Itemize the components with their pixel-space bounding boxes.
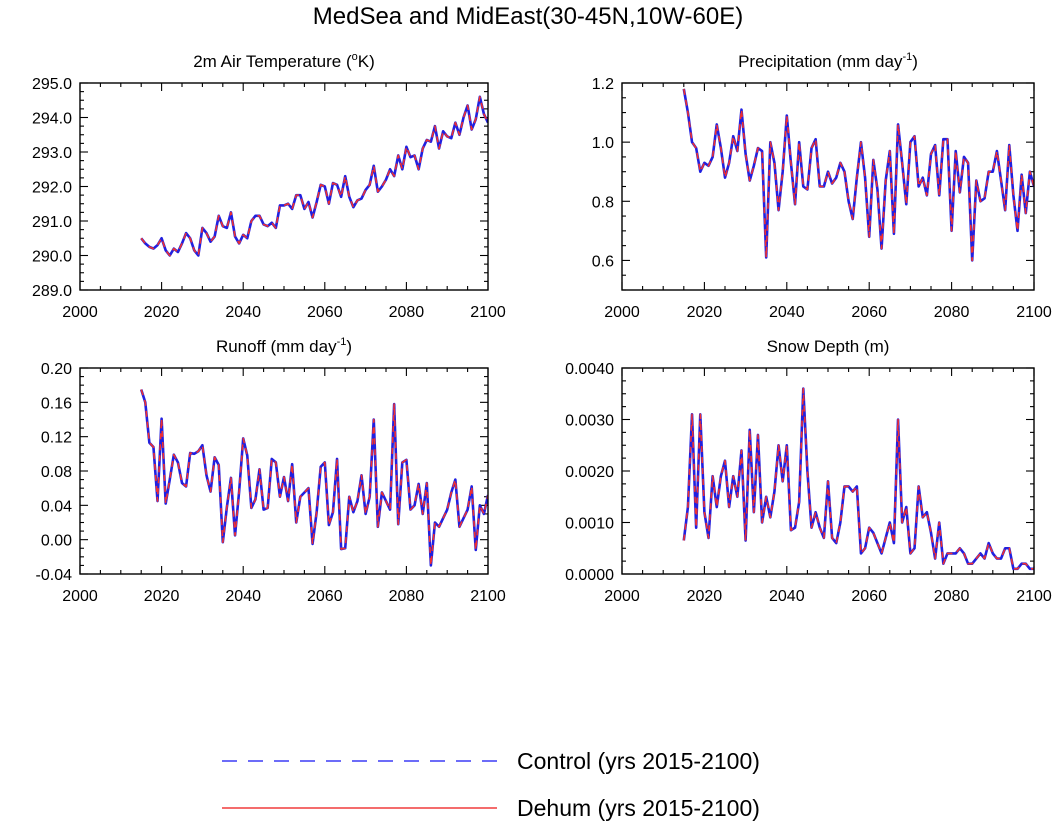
- series-line-control: [682, 88, 1034, 262]
- panel-title-text: Runoff (mm day: [216, 337, 337, 356]
- chart-panel-3: Runoff (mm day-1) 2000 2020 2040 2060 2080 210…: [36, 336, 506, 605]
- y-tick-label: 0.08: [41, 464, 72, 481]
- chart-panel-2: Precipitation (mm day-1) 2000 2020 2040 2060…: [592, 51, 1052, 321]
- plot-frame: [621, 82, 1035, 291]
- y-tick-label: 291.0: [32, 214, 72, 231]
- x-tick-label: 2100: [470, 304, 506, 321]
- panel-title: Snow Depth (m): [767, 337, 890, 356]
- x-tick-label: 2080: [934, 588, 970, 605]
- y-tick-label: 0.0010: [565, 516, 614, 533]
- x-tick-label: 2080: [934, 304, 970, 321]
- series-line-control: [139, 389, 488, 567]
- x-tick-label: 2100: [1016, 304, 1052, 321]
- y-tick-label: 0.20: [41, 361, 72, 378]
- panel-title: 2m Air Temperature (oK): [193, 51, 375, 71]
- y-tick-label: 289.0: [32, 283, 72, 300]
- panel-title-text: Snow Depth (m): [767, 337, 890, 356]
- series-line-dehum: [683, 88, 1034, 262]
- x-tick-label: 2060: [307, 588, 343, 605]
- y-tick-label: -0.04: [36, 567, 73, 584]
- x-tick-label: 2040: [225, 304, 261, 321]
- y-tick-label: 1.2: [592, 76, 614, 93]
- y-tick-label: 0.0030: [565, 413, 614, 430]
- x-tick-label: 2000: [604, 304, 640, 321]
- series-line-control: [140, 95, 488, 257]
- x-tick-label: 2000: [62, 304, 98, 321]
- y-tick-label: 292.0: [32, 180, 72, 197]
- y-tick-label: 0.04: [41, 498, 72, 515]
- panel-title-superscript: -1: [337, 336, 347, 348]
- panel-title-superscript: o: [352, 51, 358, 63]
- x-tick-label: 2020: [687, 588, 723, 605]
- y-tick-label: 0.8: [592, 194, 614, 211]
- x-tick-label: 2060: [851, 304, 887, 321]
- y-tick-label: 294.0: [32, 111, 72, 128]
- y-tick-label: 1.0: [592, 135, 614, 152]
- panel-title-text: 2m Air Temperature (: [193, 52, 352, 71]
- chart-panel-1: 2m Air Temperature (oK) 2000 2020 2040 2060 2…: [32, 51, 506, 321]
- x-tick-label: 2020: [687, 304, 723, 321]
- x-tick-label: 2060: [307, 304, 343, 321]
- y-tick-label: 293.0: [32, 145, 72, 162]
- series-line-control: [682, 387, 1034, 571]
- x-tick-label: 2080: [389, 588, 425, 605]
- panel-title-text-end: ): [912, 52, 918, 71]
- y-tick-label: 295.0: [32, 76, 72, 93]
- panel-title-text: Precipitation (mm day: [738, 52, 903, 71]
- y-tick-label: 0.12: [41, 430, 72, 447]
- x-tick-label: 2040: [769, 588, 805, 605]
- figure-title: MedSea and MidEast(30-45N,10W-60E): [313, 3, 743, 30]
- panel-title: Precipitation (mm day-1): [738, 51, 918, 71]
- x-tick-label: 2040: [225, 588, 261, 605]
- y-tick-label: 0.6: [592, 253, 614, 270]
- x-tick-label: 2060: [851, 588, 887, 605]
- chart-panels: 2m Air Temperature (oK) 2000 2020 2040 2060 2…: [32, 51, 1052, 605]
- x-tick-label: 2000: [62, 588, 98, 605]
- series-line-dehum: [140, 389, 488, 567]
- plot-frame: [621, 367, 1035, 575]
- y-tick-label: 290.0: [32, 249, 72, 266]
- y-tick-label: 0.16: [41, 395, 72, 412]
- y-tick-label: 0.00: [41, 533, 72, 550]
- legend-label-dehum: Dehum (yrs 2015-2100): [517, 795, 760, 821]
- plot-frame: [79, 82, 489, 291]
- y-tick-label: 0.0040: [565, 361, 614, 378]
- chart-panel-4: Snow Depth (m) 2000 2020 2040 2060 2080 2100 0.…: [565, 337, 1052, 605]
- x-tick-label: 2100: [1016, 588, 1052, 605]
- legend: Control (yrs 2015-2100) Dehum (yrs 2015-2…: [222, 748, 760, 821]
- plot-frame: [79, 367, 489, 575]
- x-tick-label: 2020: [144, 588, 180, 605]
- panel-title-superscript: -1: [902, 51, 912, 63]
- y-tick-label: 0.0020: [565, 464, 614, 481]
- series-line-dehum: [683, 387, 1034, 570]
- x-tick-label: 2020: [144, 304, 180, 321]
- y-tick-label: 0.0000: [565, 567, 614, 584]
- series-line-dehum: [140, 96, 488, 257]
- panel-title-text-end: K): [358, 52, 375, 71]
- x-tick-label: 2100: [470, 588, 506, 605]
- x-tick-label: 2080: [389, 304, 425, 321]
- panel-title: Runoff (mm day-1): [216, 336, 352, 356]
- x-tick-label: 2040: [769, 304, 805, 321]
- x-tick-label: 2000: [604, 588, 640, 605]
- panel-title-text-end: ): [346, 337, 352, 356]
- legend-label-control: Control (yrs 2015-2100): [517, 748, 760, 774]
